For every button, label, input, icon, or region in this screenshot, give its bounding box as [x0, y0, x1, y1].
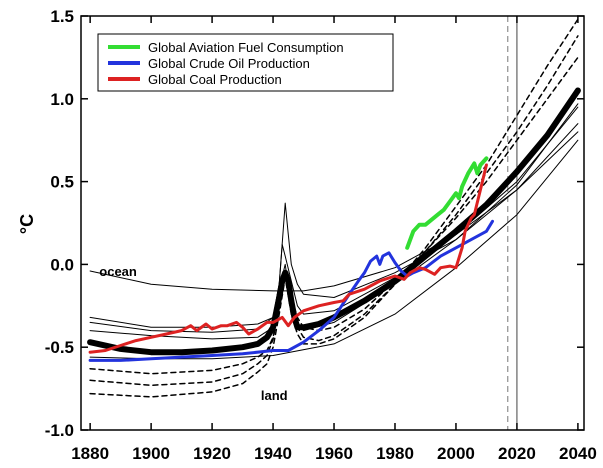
- y-tick-label--0.5: -0.5: [45, 338, 74, 357]
- legend-label-aviation: Global Aviation Fuel Consumption: [148, 40, 344, 55]
- y-tick-label-0.0: 0.0: [50, 255, 74, 274]
- x-tick-label-1880: 1880: [71, 444, 109, 463]
- x-tick-label-2040: 2040: [559, 444, 597, 463]
- y-tick-label--1.0: -1.0: [45, 421, 74, 440]
- y-tick-label-1.0: 1.0: [50, 90, 74, 109]
- series-line-10: [89, 35, 579, 387]
- y-axis-label: °C: [17, 214, 37, 234]
- x-tick-label-2000: 2000: [437, 444, 475, 463]
- series-line-11: [89, 56, 579, 375]
- x-tick-label-1920: 1920: [193, 444, 231, 463]
- ocean-annotation: ocean: [99, 264, 137, 279]
- land-annotation: land: [261, 388, 288, 403]
- series-line-2: [88, 163, 488, 354]
- legend-label-crude-oil: Global Crude Oil Production: [148, 56, 310, 71]
- axis-tick-labels: 1880 1900 1920 1940 1960 1980 2000 2020 2040 -1.0…: [45, 7, 597, 463]
- x-tick-label-1900: 1900: [132, 444, 170, 463]
- legend-box: [97, 33, 394, 92]
- x-tick-label-1940: 1940: [254, 444, 292, 463]
- series-line-9: [89, 18, 579, 398]
- y-tick-label-1.5: 1.5: [50, 7, 74, 26]
- axis-ticks: [81, 15, 584, 431]
- x-tick-label-1980: 1980: [376, 444, 414, 463]
- series-line-0: [405, 156, 489, 250]
- x-tick-label-2020: 2020: [498, 444, 536, 463]
- series-line-1: [88, 219, 494, 362]
- series-line-3: [87, 87, 581, 356]
- series-layer: [87, 18, 581, 398]
- plot-frame: [80, 15, 585, 431]
- legend-label-coal: Global Coal Production: [148, 72, 282, 87]
- reference-lines: [507, 16, 518, 430]
- y-tick-label-0.5: 0.5: [50, 173, 74, 192]
- legend: Global Aviation Fuel Consumption Global …: [97, 33, 394, 92]
- x-tick-label-1960: 1960: [315, 444, 353, 463]
- series-line-4: [89, 131, 579, 292]
